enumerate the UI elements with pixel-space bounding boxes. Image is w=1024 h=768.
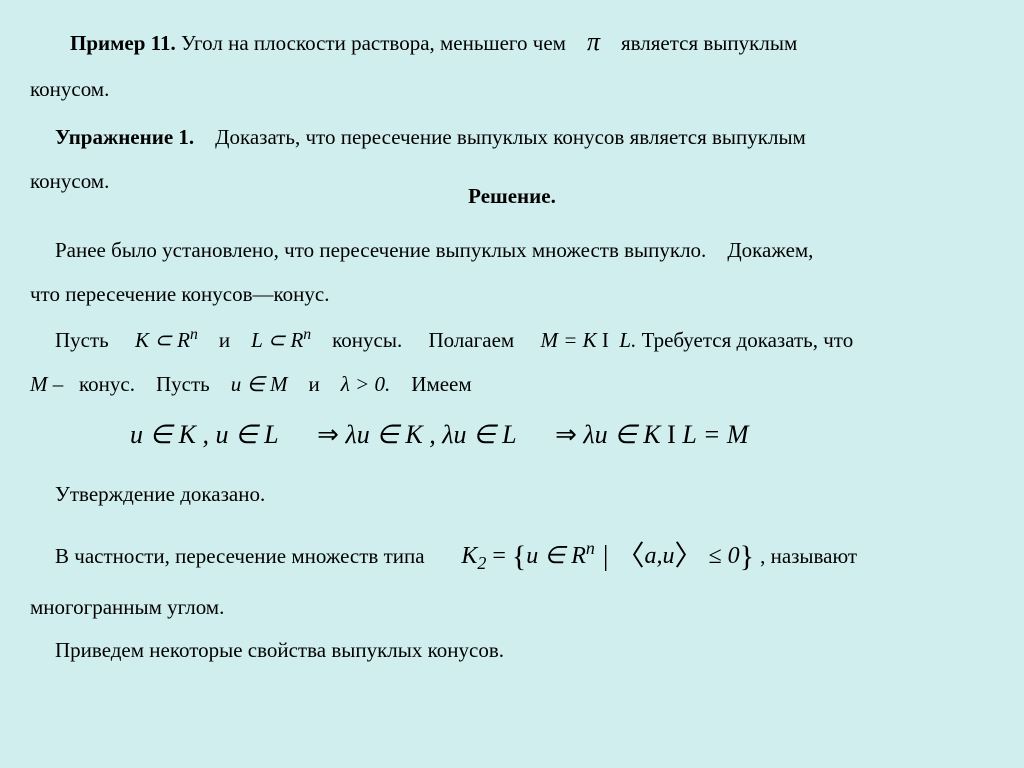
example-11-text-a: Угол на плоскости раствора, меньшего чем bbox=[181, 31, 566, 55]
main-equation: u ∈ K , u ∈ L ⇒ λu ∈ K , λu ∈ L ⇒ λu ∈ K… bbox=[130, 413, 994, 457]
exercise-1-text-a: Доказать, что пересечение выпуклых конус… bbox=[215, 125, 806, 149]
example-11: Пример 11. Угол на плоскости раствора, м… bbox=[30, 20, 994, 64]
exercise-1: Упражнение 1. Доказать, что пересечение … bbox=[30, 120, 994, 156]
pi-symbol: π bbox=[587, 27, 600, 56]
example-11-text-b: является выпуклым bbox=[621, 31, 797, 55]
paragraph-4: Приведем некоторые свойства выпуклых кон… bbox=[30, 633, 994, 669]
paragraph-3: В частности, пересечение множеств типа K… bbox=[30, 531, 994, 582]
proved: Утверждение доказано. bbox=[30, 477, 994, 513]
solution-label: Решение. bbox=[30, 179, 994, 215]
paragraph-1b: что пересечение конусов—конус. bbox=[30, 277, 994, 313]
paragraph-2b: M – конус. Пусть u ∈ M и λ > 0. Имеем bbox=[30, 367, 994, 403]
paragraph-1: Ранее было установлено, что пересечение … bbox=[30, 233, 994, 269]
example-11-label: Пример 11. bbox=[70, 31, 176, 55]
exercise-1-label: Упражнение 1. bbox=[55, 125, 194, 149]
paragraph-3b: многогранным углом. bbox=[30, 590, 994, 626]
paragraph-2: Пусть K ⊂ Rn и L ⊂ Rn конусы. Полагаем M… bbox=[30, 322, 994, 359]
example-11-cont: конусом. bbox=[30, 72, 994, 108]
